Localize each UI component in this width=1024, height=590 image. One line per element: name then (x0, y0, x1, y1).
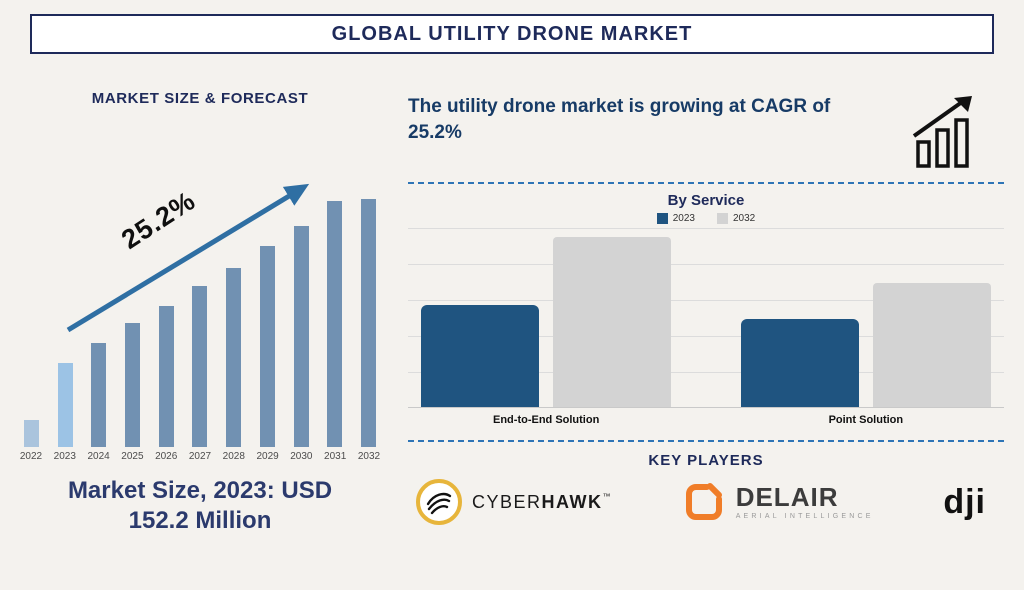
delair-wordmark: DELAIR AERIAL INTELLIGENCE (736, 484, 874, 520)
market-bar-2023 (57, 363, 73, 447)
cagr-headline: The utility drone market is growing at C… (408, 96, 831, 143)
divider-bottom (408, 440, 1004, 442)
market-bar-2024 (91, 343, 107, 447)
year-label-2026: 2026 (155, 451, 178, 462)
market-size-chart-title: MARKET SIZE & FORECAST (91, 90, 309, 107)
year-label-2027: 2027 (188, 451, 212, 462)
market-bar-2029 (259, 246, 275, 447)
bar-group-1 (730, 283, 1002, 407)
market-bar-2031 (327, 201, 343, 447)
delair-icon (685, 483, 722, 520)
year-label-2031: 2031 (324, 451, 347, 462)
page-title: GLOBAL UTILITY DRONE MARKET (331, 22, 693, 45)
legend-swatch-2032 (717, 213, 728, 224)
cyberhawk-icon (416, 479, 462, 525)
category-label-1: Point Solution (828, 414, 904, 426)
by-service-legend: 2023 2032 (408, 213, 1004, 224)
year-label-2032: 2032 (357, 451, 381, 462)
headline-row: The utility drone market is growing at C… (408, 94, 1004, 168)
trademark-symbol: ™ (602, 491, 613, 501)
market-size-forecast-section: MARKET SIZE & FORECAST 25.2% 2022 2023 202… (14, 68, 386, 536)
market-bar-2022 (24, 420, 39, 447)
market-size-bar-chart: 25.2% (18, 107, 382, 447)
delair-logo: DELAIR AERIAL INTELLIGENCE (682, 480, 874, 524)
bar-2032-0 (553, 237, 672, 407)
market-bar-2025 (125, 323, 141, 447)
bar-2023-1 (740, 319, 859, 407)
growth-arrow-icon (66, 183, 310, 333)
legend-swatch-2023 (656, 213, 668, 224)
legend-item-2023: 2023 (656, 213, 695, 224)
content: MARKET SIZE & FORECAST 25.2% 2022 2023 202… (0, 54, 1024, 536)
cyberhawk-wordmark: CYBERHAWK™ (472, 492, 612, 513)
legend-label-2023: 2023 (672, 213, 695, 224)
by-service-category-labels: End-to-End Solution Point Solution (408, 414, 1004, 426)
bar-group-0 (410, 237, 682, 407)
year-label-2024: 2024 (87, 451, 110, 462)
market-bar-2028 (226, 268, 242, 447)
legend-item-2032: 2032 (717, 213, 755, 224)
bar-2032-1 (872, 283, 991, 407)
year-label-2029: 2029 (256, 451, 279, 462)
year-label-2028: 2028 (222, 451, 245, 462)
cyberhawk-logo: CYBERHAWK™ (416, 479, 612, 525)
cyberhawk-word-part2: HAWK (541, 491, 603, 512)
dji-logo: dji (943, 482, 986, 521)
legend-label-2032: 2032 (733, 213, 756, 224)
market-bar-2027 (192, 286, 208, 447)
market-bar-2026 (158, 306, 174, 447)
delair-name: DELAIR (735, 482, 839, 512)
by-service-title: By Service (667, 192, 745, 209)
market-size-caption: Market Size, 2023: USD 152.2 Million (67, 477, 333, 534)
hawk-swirl-icon (426, 492, 452, 515)
growth-chart-icon (912, 96, 972, 168)
divider-top (408, 182, 1004, 184)
year-label-2022: 2022 (19, 451, 43, 462)
bar-2023-0 (421, 305, 540, 407)
year-label-2023: 2023 (53, 451, 76, 462)
year-axis-labels: 2022 2023 2024 2025 2026 2027 2028 2029 2030 2031… (16, 451, 384, 462)
right-panel: The utility drone market is growing at C… (386, 68, 1010, 536)
year-label-2025: 2025 (121, 451, 144, 462)
page-title-box: GLOBAL UTILITY DRONE MARKET (30, 14, 994, 54)
by-service-bar-chart (408, 228, 1004, 408)
market-bar-2032 (360, 199, 376, 447)
market-bar-2030 (293, 226, 309, 447)
category-label-0: End-to-End Solution (493, 414, 600, 426)
key-players-title: KEY PLAYERS (648, 452, 764, 469)
market-size-bars (24, 197, 376, 447)
key-players-logos: CYBERHAWK™ DELAIR AERIAL INTELLIGENCE dj… (408, 479, 1004, 525)
year-label-2030: 2030 (290, 451, 313, 462)
cyberhawk-word-part1: CYBER (472, 491, 542, 512)
delair-subtitle: AERIAL INTELLIGENCE (735, 513, 874, 520)
